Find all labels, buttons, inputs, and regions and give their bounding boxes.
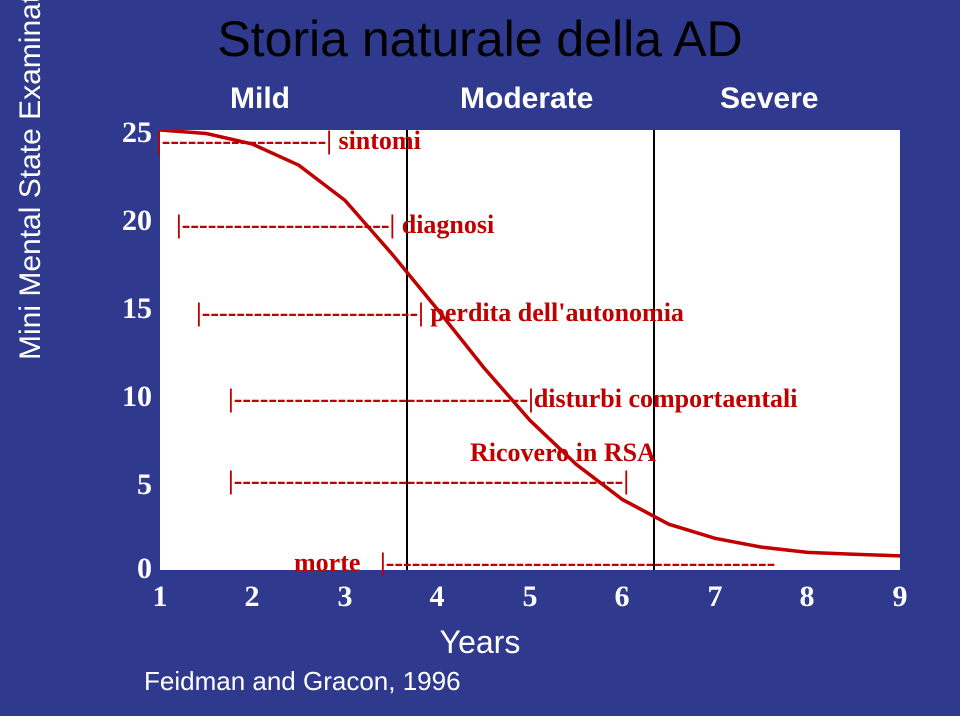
divider-moderate-severe xyxy=(653,130,655,570)
xtick-7: 7 xyxy=(700,580,730,614)
xtick-6: 6 xyxy=(607,580,637,614)
xtick-9: 9 xyxy=(885,580,915,614)
chart-title: Storia naturale della AD xyxy=(0,10,960,68)
y-axis-label: Mini Mental State Examination score xyxy=(14,0,48,360)
divider-mild-moderate xyxy=(406,130,408,570)
annot-diagnosi: |------------------------| diagnosi xyxy=(176,210,494,240)
ytick-20: 20 xyxy=(112,204,152,238)
x-axis-label: Years xyxy=(0,624,960,661)
annot-morte-label: morte xyxy=(294,548,360,578)
xtick-3: 3 xyxy=(330,580,360,614)
stage-mild: Mild xyxy=(230,82,290,116)
annot-sintomi: |-------------------| sintomi xyxy=(156,126,421,156)
annot-ricovero-label: Ricovero in RSA xyxy=(470,438,656,468)
xtick-4: 4 xyxy=(422,580,452,614)
stage-severe: Severe xyxy=(720,82,818,116)
ytick-15: 15 xyxy=(112,292,152,326)
ytick-10: 10 xyxy=(112,380,152,414)
annot-disturbi: |----------------------------------|dist… xyxy=(228,384,797,414)
ytick-5: 5 xyxy=(112,468,152,502)
xtick-1: 1 xyxy=(145,580,175,614)
annot-ricovero-bar: |---------------------------------------… xyxy=(228,466,629,496)
xtick-5: 5 xyxy=(515,580,545,614)
annot-morte-bar: |---------------------------------------… xyxy=(380,548,775,578)
slide: Storia naturale della AD Mini Mental Sta… xyxy=(0,0,960,716)
stage-moderate: Moderate xyxy=(460,82,593,116)
chart-area xyxy=(160,130,900,570)
ytick-25: 25 xyxy=(112,116,152,150)
annot-perdita: |-------------------------| perdita dell… xyxy=(196,298,684,328)
stage-row: Mild Moderate Severe xyxy=(160,82,900,122)
xtick-2: 2 xyxy=(237,580,267,614)
xtick-8: 8 xyxy=(792,580,822,614)
citation: Feidman and Gracon, 1996 xyxy=(144,666,461,697)
